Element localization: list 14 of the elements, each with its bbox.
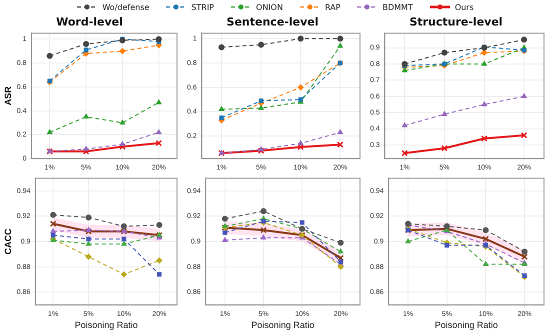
x-axis-title: Poisoning Ratio (251, 320, 314, 330)
legend-label: BDMMT (382, 2, 413, 12)
x-axis-title: Poisoning Ratio (434, 320, 498, 330)
y-axis-title: CACC (2, 228, 13, 254)
y-axis-title: ASR (2, 86, 13, 106)
legend-label: Wo/defense (102, 2, 150, 12)
chart-title: Sentence-level (226, 15, 318, 28)
chart-title: Word-level (56, 15, 123, 28)
legend-label: ONION (256, 2, 283, 12)
legend-label: RAP (324, 2, 340, 12)
legend-label: Ours (454, 2, 474, 12)
x-axis-title: Poisoning Ratio (74, 320, 138, 330)
chart-title: Structure-level (409, 15, 503, 28)
legend-label: STRIP (191, 2, 214, 12)
